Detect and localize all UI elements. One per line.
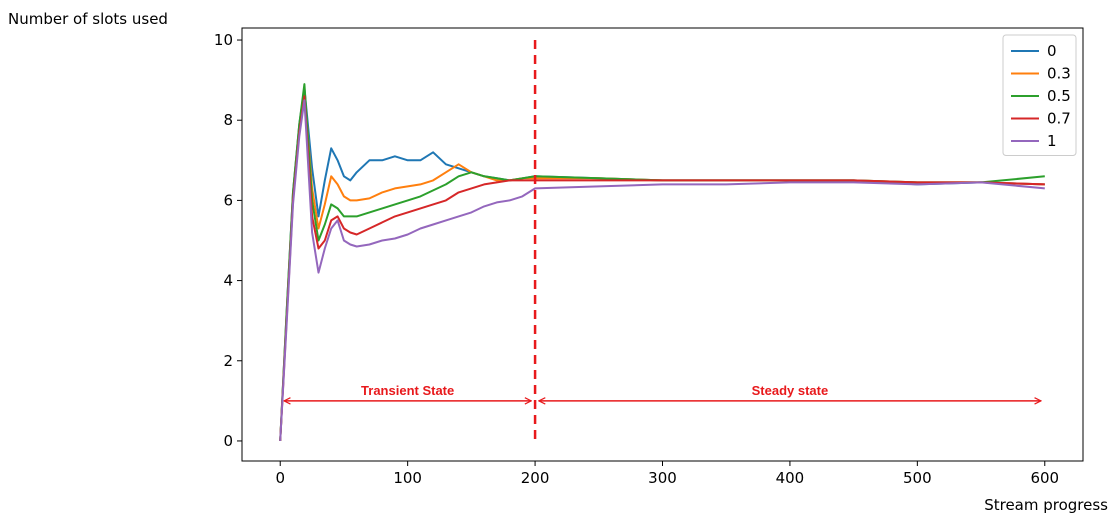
x-tick-label: 500	[903, 469, 932, 487]
x-tick-label: 200	[521, 469, 550, 487]
series-line-1	[279, 99, 1045, 442]
legend-label: 1	[1047, 132, 1057, 150]
x-tick-label: 300	[648, 469, 677, 487]
legend-box	[1002, 34, 1077, 156]
legend-label: 0.7	[1047, 110, 1071, 128]
legend-label: 0.5	[1047, 87, 1071, 105]
y-axis-label: Number of slots used	[8, 10, 168, 28]
x-axis-label: Stream progress	[984, 496, 1108, 514]
phase-label: Steady state	[752, 383, 829, 398]
legend: 0 0.3 0.5 0.7 1	[1002, 34, 1077, 156]
x-tick-label: 0	[275, 469, 285, 487]
phase-label: Transient State	[361, 383, 454, 398]
y-tick-label: 6	[223, 191, 233, 209]
plot-area	[279, 83, 1045, 442]
annotations: Transient State Steady state	[284, 40, 1041, 441]
x-tick-label: 400	[776, 469, 805, 487]
series-line-0-7	[279, 95, 1045, 442]
y-tick-label: 10	[214, 31, 233, 49]
legend-label: 0.3	[1047, 65, 1071, 83]
y-tick-label: 4	[223, 272, 233, 290]
y-tick-label: 0	[223, 432, 233, 450]
x-tick-label: 600	[1030, 469, 1059, 487]
y-tick-label: 2	[223, 352, 233, 370]
legend-label: 0	[1047, 42, 1057, 60]
x-tick-label: 100	[393, 469, 422, 487]
y-tick-label: 8	[223, 111, 233, 129]
